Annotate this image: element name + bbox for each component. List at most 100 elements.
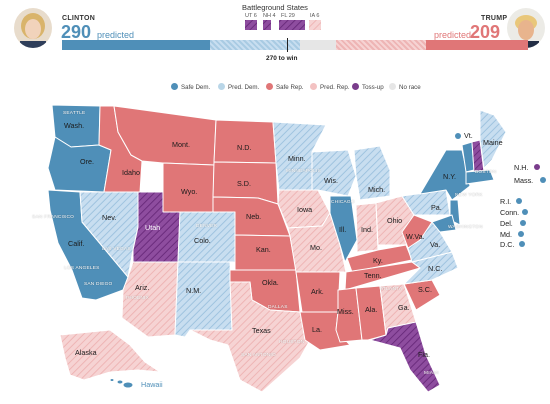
trump-electoral-votes: 209 xyxy=(470,22,501,42)
legend-no-race: No race xyxy=(389,83,421,91)
side-label-nh: N.H. xyxy=(514,163,529,172)
city-denver: DENVER xyxy=(196,224,218,229)
ev-bar-toss-up xyxy=(300,40,336,50)
label-okla: Okla. xyxy=(262,278,279,287)
dot-dc xyxy=(519,241,525,247)
state-nd xyxy=(213,119,277,164)
legend-safe-rep: Safe Rep. xyxy=(266,83,304,91)
label-nd: N.D. xyxy=(237,143,252,152)
legend-safe-rep-swatch xyxy=(266,83,273,90)
battleground-title: Battleground States xyxy=(242,3,308,12)
city-las-vegas: LAS VEGAS xyxy=(102,247,131,252)
side-label-vt: Vt. xyxy=(464,131,473,140)
clinton-avatar xyxy=(14,8,52,48)
battleground-nh-bar xyxy=(263,20,271,30)
label-idaho: Idaho xyxy=(122,168,140,177)
battleground-ia: IA 6 xyxy=(310,13,320,19)
win-label: 270 to win xyxy=(266,55,298,62)
state-fla xyxy=(369,321,441,393)
clinton-portrait-icon xyxy=(14,8,52,48)
label-ga: Ga. xyxy=(398,303,410,312)
label-pa: Pa. xyxy=(431,203,442,212)
city-seattle: SEATTLE xyxy=(63,111,86,116)
side-label-ri: R.I. xyxy=(500,197,512,206)
label-ill: Ill. xyxy=(339,225,347,234)
battleground-bars xyxy=(245,20,321,30)
dot-nh xyxy=(534,164,540,170)
city-dallas: DALLAS xyxy=(268,305,288,310)
battleground-fl: FL 29 xyxy=(281,13,295,19)
ev-bar-safe-dem xyxy=(62,40,210,50)
label-wyo: Wyo. xyxy=(181,187,198,196)
label-mo: Mo. xyxy=(310,243,322,252)
state-hawaii-2 xyxy=(116,379,124,385)
label-ky: Ky. xyxy=(373,256,383,265)
label-miss: Miss. xyxy=(337,307,354,316)
city-atlanta: ATLANTA xyxy=(380,287,403,292)
label-ark: Ark. xyxy=(311,287,324,296)
battleground-ut: UT 6 xyxy=(245,13,257,19)
trump-name: TRUMP xyxy=(481,15,508,22)
state-alaska xyxy=(59,329,161,381)
dot-md xyxy=(518,231,524,237)
city-chicago: CHICAGO xyxy=(331,200,355,205)
label-nev: Nev. xyxy=(102,213,117,222)
city-san-francisco: SAN FRANCISCO xyxy=(32,215,75,220)
label-minn: Minn. xyxy=(288,154,306,163)
label-iowa: Iowa xyxy=(297,205,313,214)
legend-safe-dem: Safe Dem. xyxy=(171,83,210,91)
legend-toss-up-swatch xyxy=(352,83,359,90)
state-nm xyxy=(174,261,233,338)
label-wva: W.Va. xyxy=(406,232,425,241)
city-houston: HOUSTON xyxy=(279,340,305,345)
legend-pred-rep: Pred. Rep. xyxy=(310,83,350,91)
label-ala: Ala. xyxy=(365,305,378,314)
city-new-york: NEW YORK xyxy=(455,193,483,198)
state-hawaii-3 xyxy=(109,378,115,382)
label-nc: N.C. xyxy=(428,264,443,273)
label-calif: Calif. xyxy=(68,239,85,248)
win-marker xyxy=(287,38,288,52)
label-utah: Utah xyxy=(145,223,161,232)
state-mich xyxy=(353,145,391,201)
label-hawaii: Hawaii xyxy=(141,380,163,389)
label-kan: Kan. xyxy=(256,245,271,254)
city-san-antonio: SAN ANTONIO xyxy=(241,353,276,358)
state-ind xyxy=(355,202,379,253)
label-va: Va. xyxy=(430,240,441,249)
clinton-electoral-votes: 290 xyxy=(61,22,92,42)
battleground-ut-bar xyxy=(245,20,257,30)
dot-mass xyxy=(540,177,546,183)
state-wva xyxy=(401,214,433,249)
city-san-diego: SAN DIEGO xyxy=(84,282,113,287)
dot-ri xyxy=(516,198,522,204)
trump-status: predicted xyxy=(434,30,472,40)
side-label-conn: Conn. xyxy=(500,208,520,217)
label-sc: S.C. xyxy=(418,285,432,294)
label-tenn: Tenn. xyxy=(364,271,382,280)
state-ny xyxy=(419,149,471,201)
label-neb: Neb. xyxy=(246,212,262,221)
label-colo: Colo. xyxy=(194,236,211,245)
label-ohio: Ohio xyxy=(387,216,403,225)
label-alaska: Alaska xyxy=(75,348,97,357)
state-ill xyxy=(329,195,358,263)
side-label-mass: Mass. xyxy=(514,176,534,185)
battleground-ia-bar xyxy=(309,20,321,30)
city-boston: BOSTON xyxy=(475,170,497,175)
legend-toss-up: Toss-up xyxy=(352,83,384,91)
city-los-angeles: LOS ANGELES xyxy=(64,266,100,271)
city-washington: WASHINGTON xyxy=(448,225,483,230)
state-hawaii-1 xyxy=(122,381,134,389)
side-label-dc: D.C. xyxy=(500,240,515,249)
label-ariz: Ariz. xyxy=(135,283,150,292)
state-mo xyxy=(287,212,347,273)
city-miami: MIAMI xyxy=(424,371,439,376)
legend-pred-dem: Pred. Dem. xyxy=(218,83,259,91)
label-ore: Ore. xyxy=(80,157,94,166)
state-md xyxy=(431,214,457,233)
battleground-fl-bar xyxy=(279,20,305,30)
ev-bar-pred-rep xyxy=(336,40,426,50)
city-minneapolis: MINNEAPOLIS xyxy=(286,169,321,174)
